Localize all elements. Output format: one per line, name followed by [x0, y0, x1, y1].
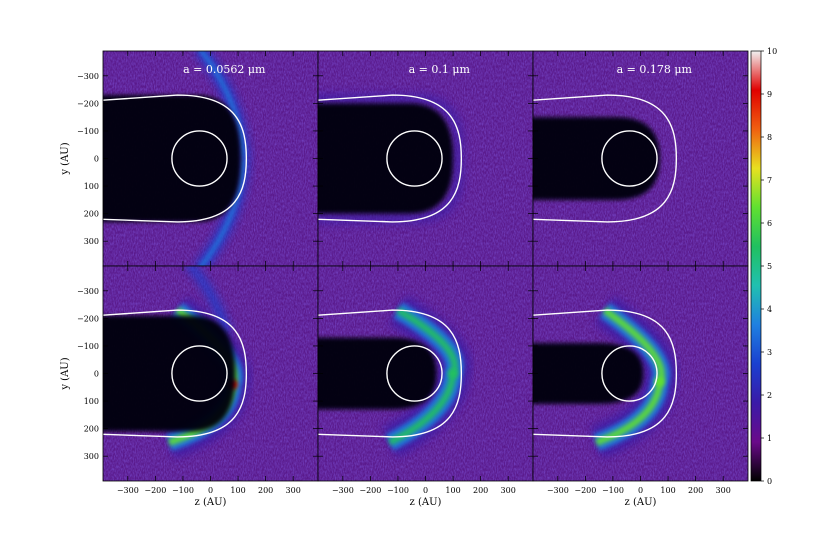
colorbar-tick-label: 0: [767, 477, 772, 486]
x-tick-label: −200: [574, 486, 596, 495]
y-axis-label: y (AU): [60, 357, 71, 390]
x-axis-label: z (AU): [410, 497, 442, 508]
x-tick-label: −100: [172, 486, 194, 495]
inner-circle: [171, 130, 228, 187]
x-tick-label: 200: [688, 486, 703, 495]
x-tick-label: 200: [258, 486, 273, 495]
colorbar-tick-label: 7: [767, 176, 772, 185]
x-tick-label: −300: [117, 486, 139, 495]
inner-circle: [386, 345, 443, 402]
emission-peak: [654, 376, 665, 387]
boundary-curve: [103, 309, 248, 438]
panel-title: a = 0.178 μm: [617, 63, 693, 76]
inner-circle: [601, 345, 658, 402]
x-tick-label: 0: [638, 486, 643, 495]
panel-grid: a = 0.0562 μm a = 0.1 μm a = 0.178 μm: [102, 50, 749, 482]
shadow-region: [103, 95, 241, 222]
colorbar-tick-label: 8: [767, 133, 772, 142]
emission-upper-wing: [184, 266, 232, 334]
x-tick-label: 100: [230, 486, 245, 495]
emission-wing-core: [199, 51, 246, 159]
x-tick-label: 100: [445, 486, 460, 495]
colorbar-tick-label: 4: [767, 305, 772, 314]
colorbar: 0 1 2 3 4 5 6 7 8 9 10: [750, 47, 777, 486]
panel-title: a = 0.0562 μm: [183, 63, 266, 76]
y-tick-label: 100: [84, 397, 99, 406]
inner-circle: [386, 130, 443, 187]
boundary-curve: [533, 309, 678, 438]
colorbar-tick-label: 3: [767, 348, 772, 357]
emission-wing-core: [199, 158, 246, 266]
colorbar-tick-label: 5: [767, 262, 772, 271]
emission-peak: [448, 368, 459, 379]
y-tick-label: 300: [84, 452, 99, 461]
x-axis-label: z (AU): [195, 497, 227, 508]
colorbar-tick-label: 9: [767, 90, 772, 99]
boundary-curve: [318, 309, 463, 438]
y-tick-label: 0: [94, 370, 99, 379]
x-tick-label: 100: [660, 486, 675, 495]
x-tick-label: −200: [144, 486, 166, 495]
x-tick-label: 300: [716, 486, 731, 495]
colorbar-tick-label: 6: [767, 219, 772, 228]
y-tick-label: −200: [77, 99, 99, 108]
y-tick-label: 200: [84, 425, 99, 434]
boundary-curve: [103, 94, 248, 223]
colorbar-tick-label: 10: [767, 47, 777, 56]
y-tick-label: 100: [84, 182, 99, 191]
panel-title: a = 0.1 μm: [409, 63, 471, 76]
panel-r1-c2: a = 0.1 μm: [317, 50, 534, 267]
y-tick-label: −300: [77, 72, 99, 81]
shadow-region: [533, 117, 660, 200]
y-tick-label: −300: [77, 287, 99, 296]
shadow-region: [318, 337, 437, 410]
x-tick-label: −300: [332, 486, 354, 495]
boundary-curve: [533, 94, 678, 223]
x-tick-label: 300: [286, 486, 301, 495]
x-tick-label: 0: [208, 486, 213, 495]
x-tick-label: −100: [387, 486, 409, 495]
y-tick-label: −200: [77, 314, 99, 323]
panel-r2-c3: [532, 265, 749, 482]
y-axis-label: y (AU): [60, 142, 71, 175]
x-tick-label: 0: [423, 486, 428, 495]
y-tick-label: 200: [84, 210, 99, 219]
panel-r1-c1: a = 0.0562 μm: [102, 50, 319, 267]
shadow-region: [318, 103, 454, 214]
colorbar-tick-label: 2: [767, 391, 772, 400]
y-tick-label: 300: [84, 237, 99, 246]
inner-circle: [601, 130, 658, 187]
inner-circle: [171, 345, 228, 402]
x-tick-label: 300: [501, 486, 516, 495]
boundary-curve: [318, 94, 463, 223]
y-tick-label: −100: [77, 342, 99, 351]
x-tick-label: −300: [547, 486, 569, 495]
shadow-region: [533, 343, 644, 404]
colorbar-gradient: [750, 50, 762, 482]
x-tick-label: 200: [473, 486, 488, 495]
x-tick-label: −200: [359, 486, 381, 495]
axes: −300 −200 −100 0 100 200 300 z (AU) −300 −200 −100…: [60, 72, 731, 508]
y-tick-label: −100: [77, 127, 99, 136]
panel-r2-c2: [317, 265, 534, 482]
y-tick-label: 0: [94, 155, 99, 164]
panel-r1-c3: a = 0.178 μm: [532, 50, 749, 267]
x-axis-label: z (AU): [625, 497, 657, 508]
shadow-region: [103, 315, 236, 432]
panel-r2-c1: [102, 265, 319, 482]
colorbar-tick-label: 1: [767, 434, 772, 443]
x-tick-label: −100: [602, 486, 624, 495]
